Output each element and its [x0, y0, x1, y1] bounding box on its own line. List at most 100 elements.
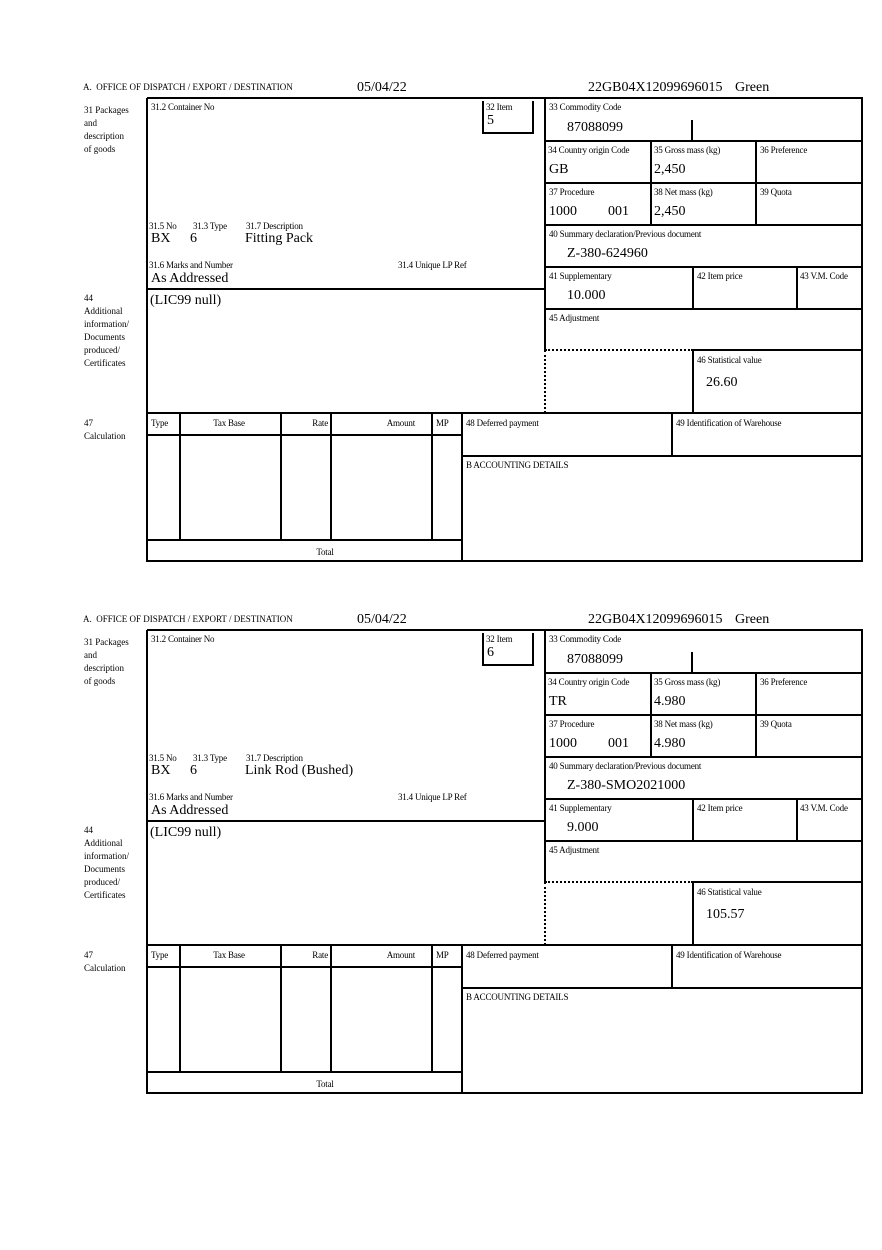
package-count: 6 — [190, 763, 197, 778]
supplementary-value: 9.000 — [567, 820, 599, 835]
country-origin-label: 34 Country origin Code — [548, 677, 630, 687]
form-rule — [671, 945, 673, 989]
form-rule — [693, 349, 863, 351]
declaration-reference: 22GB04X12099696015 — [588, 612, 723, 627]
statistical-value: 26.60 — [706, 375, 738, 390]
form-rule — [691, 652, 693, 674]
form-rule — [147, 434, 463, 436]
form-rule — [545, 224, 863, 226]
procedure-value: 1000 — [549, 736, 577, 751]
form-rule — [545, 881, 693, 883]
form-rule — [147, 412, 863, 414]
col-mp-header: MP — [436, 950, 449, 960]
statistical-value-label: 46 Statistical value — [697, 887, 762, 897]
form-rule — [545, 798, 863, 800]
form-rule — [545, 756, 863, 758]
description-label: 31.7 Description — [246, 753, 303, 763]
gross-mass-value: 2,450 — [654, 162, 686, 177]
col-amount-header: Amount — [386, 418, 416, 428]
form-rule — [861, 630, 863, 1094]
form-rule — [146, 630, 148, 1094]
col-amount-header: Amount — [386, 950, 416, 960]
form-rule — [147, 820, 546, 822]
preference-label: 36 Preference — [760, 677, 808, 687]
form-rule — [650, 141, 652, 226]
col-mp-header: MP — [436, 418, 449, 428]
unique-lp-ref-label: 31.4 Unique LP Ref — [398, 260, 467, 270]
form-rule — [755, 141, 757, 226]
gross-mass-value: 4.980 — [654, 694, 686, 709]
gross-mass-label: 35 Gross mass (kg) — [654, 677, 721, 687]
col-rate-header: Rate — [312, 950, 328, 960]
package-no-label: 31.5 No — [149, 753, 177, 763]
quota-label: 39 Quota — [760, 187, 792, 197]
description-label: 31.7 Description — [246, 221, 303, 231]
form-rule — [755, 673, 757, 758]
form-rule — [650, 673, 652, 758]
gross-mass-label: 35 Gross mass (kg) — [654, 145, 721, 155]
form-rule — [147, 944, 863, 946]
calculation-label: 47 Calculation — [84, 418, 126, 441]
item-label: 32 Item — [486, 102, 513, 112]
form-rule — [545, 182, 863, 184]
declaration-date: 05/04/22 — [357, 612, 407, 627]
col-type-header: Type — [151, 950, 169, 960]
declaration-reference: 22GB04X12099696015 — [588, 80, 723, 95]
total-label: Total — [316, 1079, 334, 1089]
statistical-value-label: 46 Statistical value — [697, 355, 762, 365]
goods-description: Link Rod (Bushed) — [245, 763, 354, 778]
form-rule — [544, 630, 546, 883]
adjustment-label: 45 Adjustment — [549, 845, 600, 855]
col-rate-header: Rate — [312, 418, 328, 428]
net-mass-value: 4.980 — [654, 736, 686, 751]
form-rule — [147, 629, 863, 631]
accounting-details-label: B ACCOUNTING DETAILS — [466, 460, 569, 470]
form-rule — [532, 633, 534, 666]
procedure-additional-value: 001 — [608, 204, 629, 219]
form-rule — [692, 799, 694, 842]
form-rule — [147, 966, 463, 968]
item-price-label: 42 Item price — [697, 803, 743, 813]
packages-label: 31 Packages and description of goods — [84, 637, 129, 686]
form-rule — [147, 1071, 463, 1073]
vm-code-label: 43 V.M. Code — [800, 271, 848, 281]
preference-label: 36 Preference — [760, 145, 808, 155]
net-mass-value: 2,450 — [654, 204, 686, 219]
route-status: Green — [735, 80, 770, 95]
procedure-label: 37 Procedure — [549, 187, 595, 197]
form-rule — [330, 413, 332, 541]
form-rule — [692, 882, 694, 946]
packages-label: 31 Packages and description of goods — [84, 105, 129, 154]
warehouse-id-label: 49 Identification of Warehouse — [676, 950, 782, 960]
net-mass-label: 38 Net mass (kg) — [654, 719, 713, 729]
quota-label: 39 Quota — [760, 719, 792, 729]
col-tax-base-header: Tax Base — [213, 950, 245, 960]
country-origin-value: GB — [549, 162, 569, 177]
marks-label: 31.6 Marks and Number — [149, 792, 233, 802]
container-no-label: 31.2 Container No — [151, 634, 215, 644]
statistical-value: 105.57 — [706, 907, 745, 922]
col-tax-base-header: Tax Base — [213, 418, 245, 428]
vm-code-label: 43 V.M. Code — [800, 803, 848, 813]
item-label: 32 Item — [486, 634, 513, 644]
route-status: Green — [735, 612, 770, 627]
form-rule — [861, 98, 863, 562]
additional-info-value: (LIC99 null) — [150, 293, 222, 308]
summary-declaration-label: 40 Summary declaration/Previous document — [549, 229, 702, 239]
declaration-date: 05/04/22 — [357, 80, 407, 95]
marks-value: As Addressed — [151, 803, 229, 818]
form-rule — [532, 101, 534, 134]
supplementary-value: 10.000 — [567, 288, 606, 303]
form-rule — [482, 101, 484, 134]
item-price-label: 42 Item price — [697, 271, 743, 281]
summary-declaration-label: 40 Summary declaration/Previous document — [549, 761, 702, 771]
form-rule — [544, 98, 546, 351]
net-mass-label: 38 Net mass (kg) — [654, 187, 713, 197]
additional-info-label: 44 Additional information/ Documents pro… — [84, 825, 129, 900]
form-rule — [147, 539, 463, 541]
commodity-code-label: 33 Commodity Code — [549, 102, 622, 112]
summary-declaration-value: Z-380-SMO2021000 — [567, 778, 686, 793]
form-rule — [692, 267, 694, 310]
package-type-label: 31.3 Type — [193, 221, 227, 231]
procedure-value: 1000 — [549, 204, 577, 219]
